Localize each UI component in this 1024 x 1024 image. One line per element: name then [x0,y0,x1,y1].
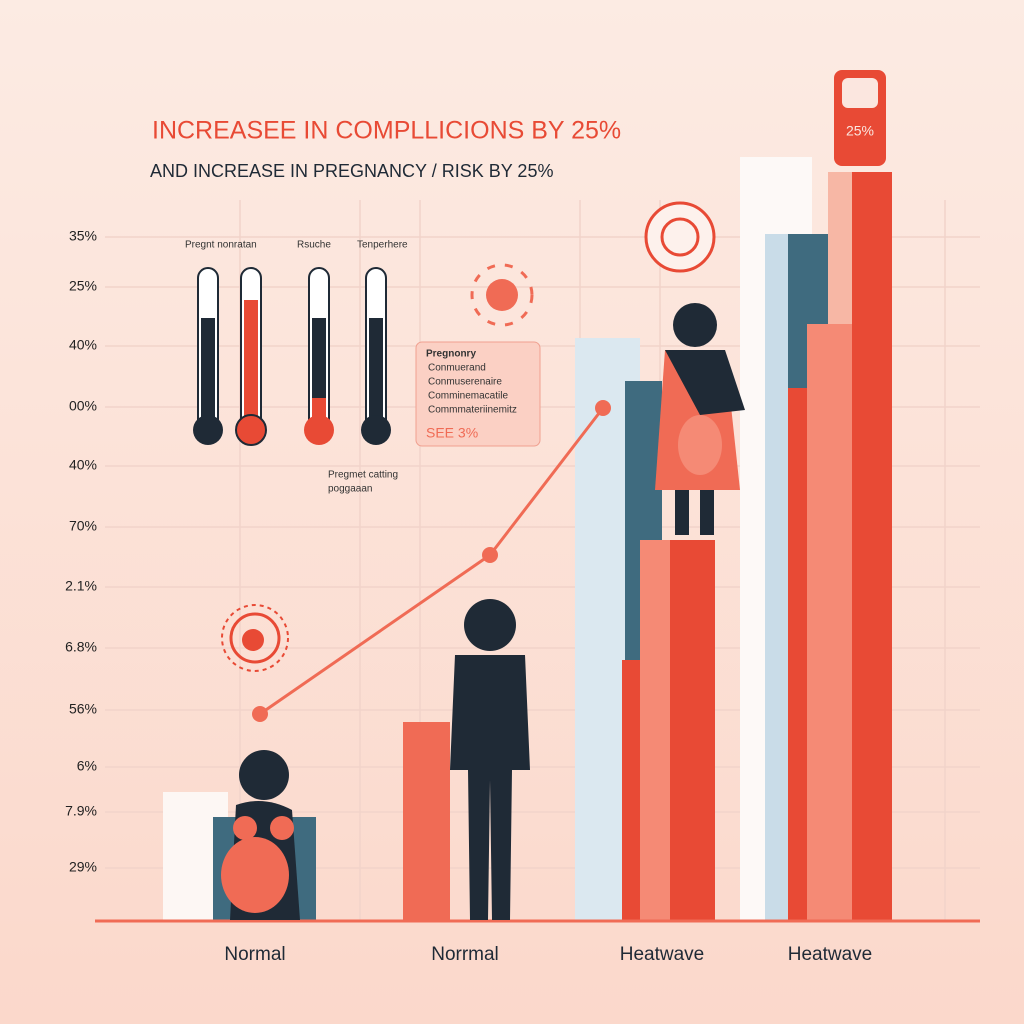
figure-person [450,599,530,920]
figure-pregnant-2 [655,303,745,535]
y-label: 35% [69,228,97,244]
badge-window [842,78,878,108]
y-label: 56% [69,701,97,717]
thermo-label: Pregnt nonratan [185,240,257,251]
icon-heart [221,604,289,672]
icon-sun [470,263,534,327]
category-label: Heatwave [620,944,705,965]
note: poggaaan [328,484,373,495]
thermo-label: Rsuche [297,240,331,251]
y-label: 25% [69,278,97,294]
subtitle: AND INCREASE IN PREGNANCY / RISK BY 25% [150,161,553,181]
thermometers [193,267,391,446]
y-label: 29% [69,859,97,875]
y-label: 2.1% [65,578,97,594]
trend-point [595,400,611,416]
callout-footer: SEE 3% [426,425,478,441]
y-label: 00% [69,398,97,414]
y-label: 7.9% [65,803,97,819]
callout-line: Commmateriinemitz [428,405,517,416]
callout-line: Conmuserenaire [428,377,502,388]
y-label: 6% [77,758,97,774]
thermo-label: Tenperhere [357,240,408,251]
trend-point [482,547,498,563]
title: INCREASEE IN COMPLLICIONS BY 25% [152,117,621,145]
note: Pregmet catting [328,470,398,481]
callout-title: Pregnonry [426,349,476,360]
callout-line: Comminemacatile [428,391,508,402]
callout [415,341,541,447]
y-label: 40% [69,457,97,473]
callout-line: Conmuerand [428,363,486,374]
y-label: 40% [69,337,97,353]
category-label: Normal [224,944,285,965]
icon-baby [644,201,716,273]
category-label: Norrmal [431,944,499,965]
y-label: 70% [69,518,97,534]
figure-pregnant [221,750,300,920]
category-label: Heatwave [788,944,873,965]
y-label: 6.8% [65,639,97,655]
badge-label: 25% [846,123,874,139]
trend-point [252,706,268,722]
y-labels: 35% 25% 40% 00% 40% 70% 2.1% 6.8% 56% 6% 7.9% 29% [65,228,97,875]
